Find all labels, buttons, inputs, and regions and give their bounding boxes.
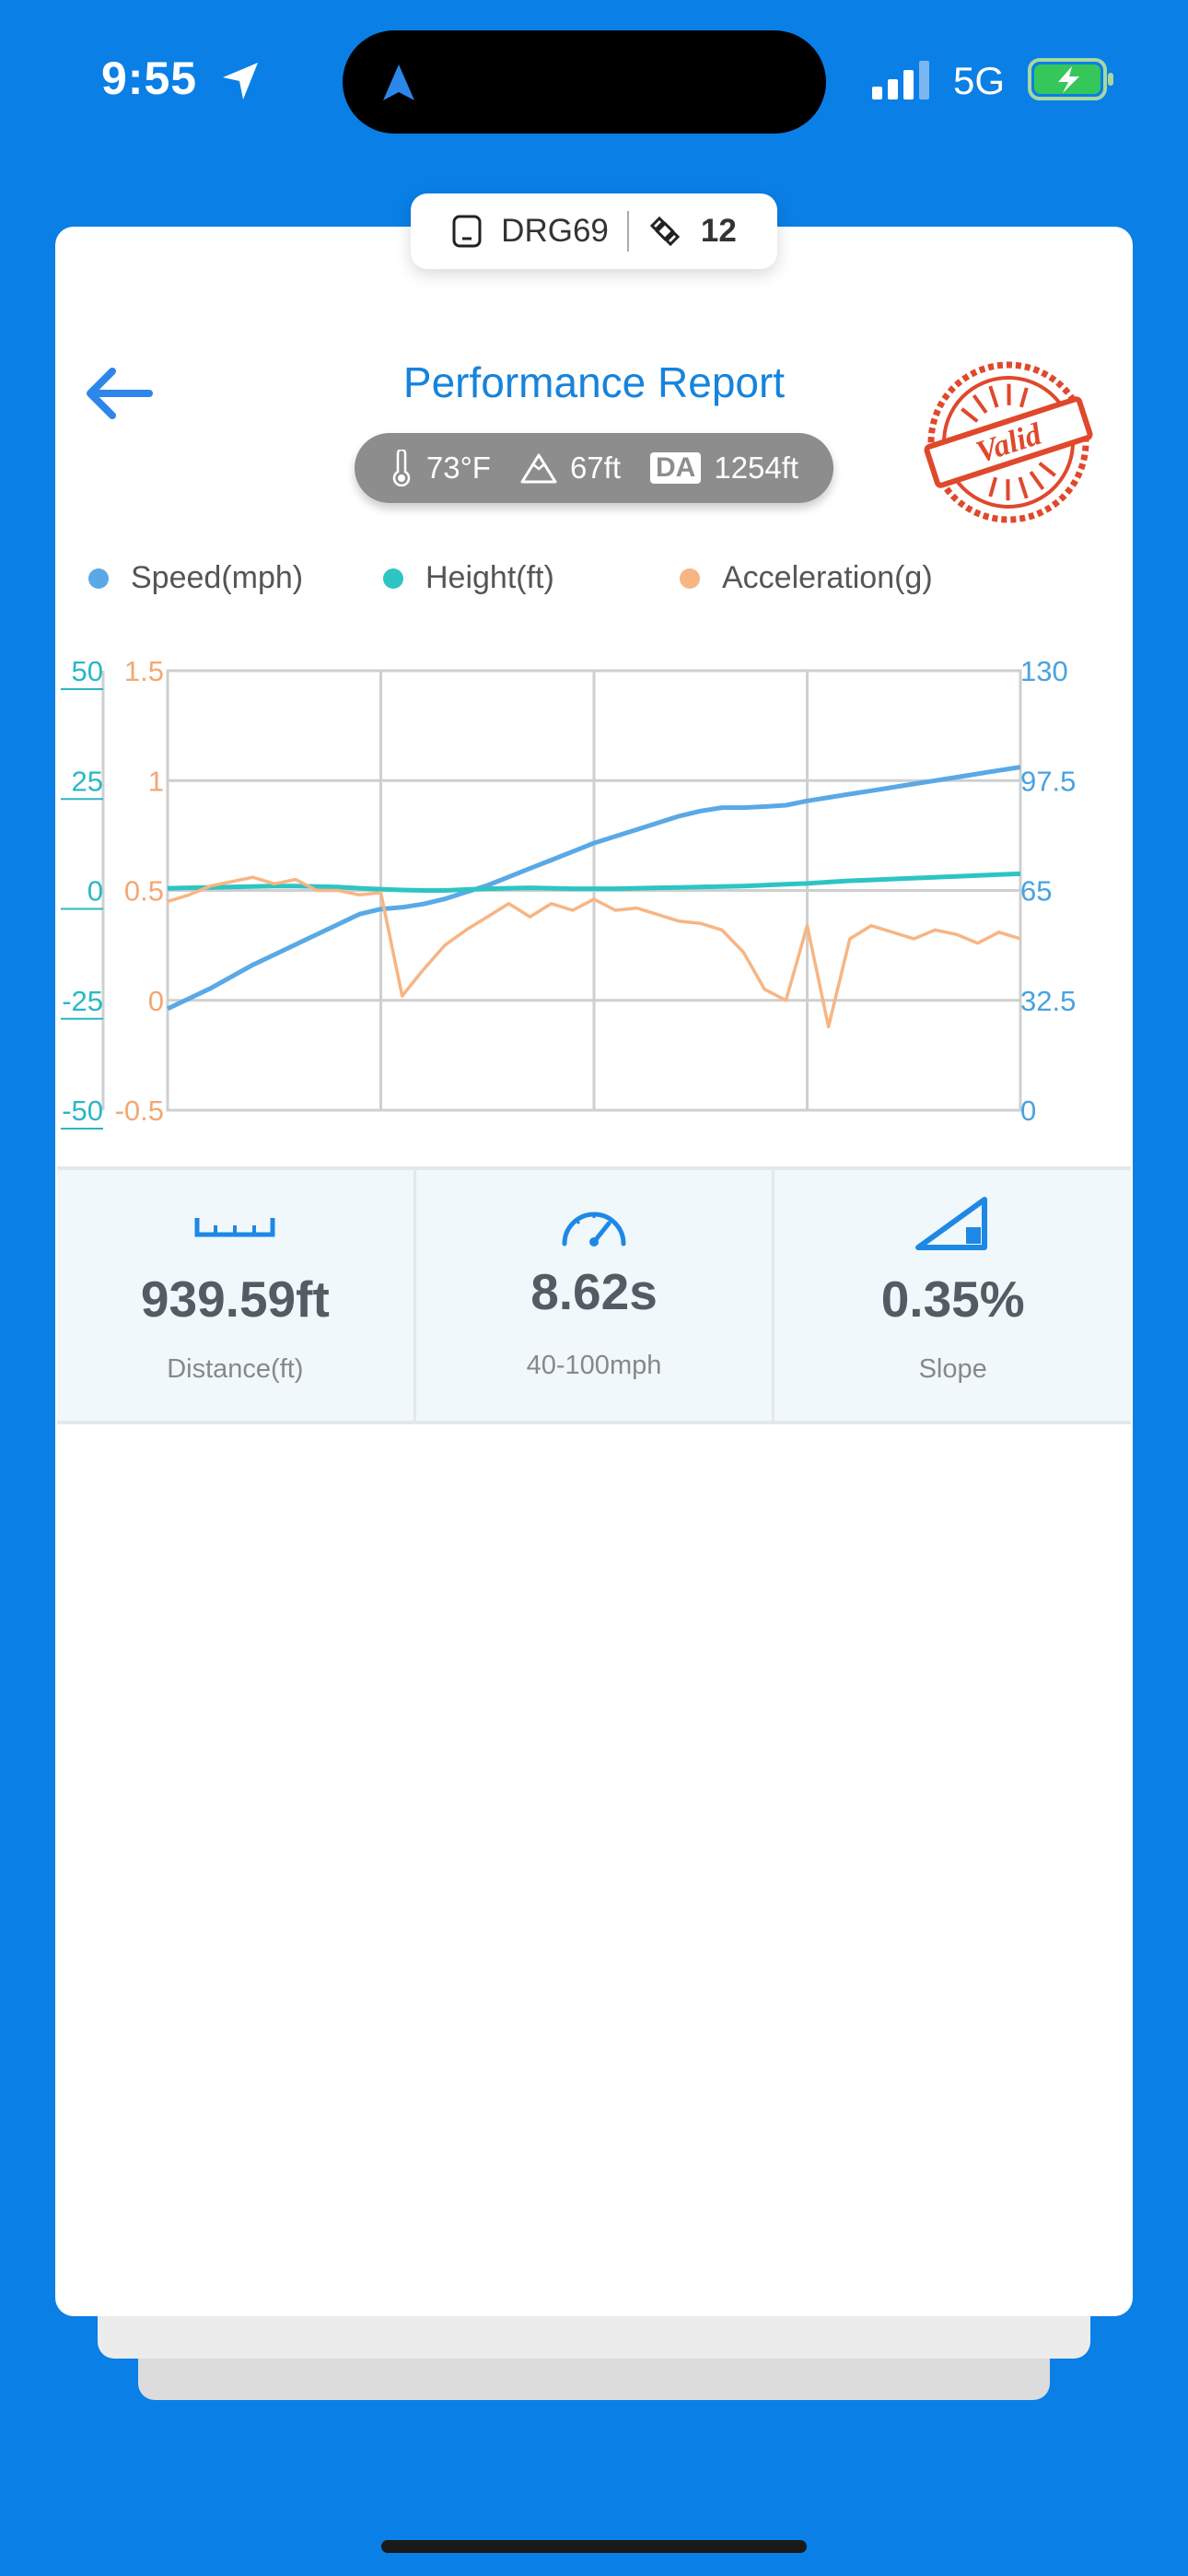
stats-panel: 939.59ft Distance(ft) 8.62s 40-100mph 0.… xyxy=(57,1166,1131,1424)
satellite-count: 12 xyxy=(700,213,737,249)
speedometer-icon xyxy=(562,1212,626,1247)
valid-stamp-icon: Valid xyxy=(924,361,1093,523)
tick-label-height: 25 xyxy=(72,765,103,797)
slope-label: Slope xyxy=(918,1354,987,1384)
device-pill[interactable]: DRG69 12 xyxy=(411,193,777,269)
conditions-pill: 73°F 67ft DA 1254ft xyxy=(355,433,833,503)
satellite-icon xyxy=(649,216,681,247)
battery-charging-icon xyxy=(1028,58,1113,100)
legend-height[interactable]: Height(ft) xyxy=(383,560,554,596)
tick-label-height: -50 xyxy=(62,1095,103,1127)
status-time: 9:55 xyxy=(101,53,198,104)
series-line-speed xyxy=(166,765,1021,1012)
tick-label-height: 50 xyxy=(72,655,103,687)
location-arrow-icon xyxy=(223,63,258,100)
tick-label-speed: 65 xyxy=(1020,875,1052,907)
tick-label-acceleration: 1 xyxy=(148,765,164,797)
altitude: 67ft xyxy=(569,451,621,485)
distance-label: Distance(ft) xyxy=(167,1354,304,1384)
temperature: 73°F xyxy=(425,451,491,485)
legend-height-label: Height(ft) xyxy=(425,560,554,595)
tick-label-acceleration: 0 xyxy=(148,985,164,1017)
tick-label-speed: 0 xyxy=(1020,1095,1036,1127)
back-arrow-icon[interactable] xyxy=(81,364,155,423)
tick-label-speed: 97.5 xyxy=(1020,765,1076,797)
series-line-acceleration xyxy=(167,875,1021,1029)
legend-speed-label: Speed(mph) xyxy=(131,560,304,595)
device-name: DRG69 xyxy=(501,213,609,249)
dynamic-island xyxy=(343,30,826,134)
stat-time: 8.62s 40-100mph xyxy=(413,1170,773,1421)
distance-value: 939.59ft xyxy=(140,1270,330,1328)
page-title: Performance Report xyxy=(402,358,786,406)
density-altitude: 1254ft xyxy=(714,451,799,485)
pill-divider xyxy=(626,211,629,252)
legend-acceleration-dot xyxy=(680,568,700,589)
tick-label-speed: 32.5 xyxy=(1020,985,1076,1017)
tick-label-height: 0 xyxy=(87,875,103,907)
slope-icon xyxy=(914,1197,987,1250)
stat-slope: 0.35% Slope xyxy=(772,1170,1131,1421)
da-badge: DA xyxy=(650,452,702,484)
legend-acceleration[interactable]: Acceleration(g) xyxy=(680,560,933,596)
tick-label-acceleration: 0.5 xyxy=(124,875,164,907)
signal-bars-icon xyxy=(872,61,929,100)
tick-label-height: -25 xyxy=(62,985,103,1017)
legend-speed[interactable]: Speed(mph) xyxy=(88,560,303,596)
time-value: 8.62s xyxy=(530,1263,658,1320)
tick-label-speed: 130 xyxy=(1020,655,1068,687)
mountain-icon xyxy=(520,453,557,484)
network-type: 5G xyxy=(953,59,1006,102)
navigation-icon xyxy=(383,64,414,100)
performance-chart: 50 25 0 -25 -50 1.5 1 0.5 0 -0.5 130 97.5 65 32.5 0 xyxy=(61,655,1076,1130)
legend-speed-dot xyxy=(88,568,109,589)
stat-distance: 939.59ft Distance(ft) xyxy=(57,1170,413,1421)
tick-label-acceleration: -0.5 xyxy=(115,1095,164,1127)
legend-height-dot xyxy=(383,568,403,589)
ruler-icon xyxy=(194,1218,275,1237)
device-icon xyxy=(452,215,482,248)
legend-acceleration-label: Acceleration(g) xyxy=(722,560,933,595)
time-label: 40-100mph xyxy=(526,1351,662,1380)
home-indicator[interactable] xyxy=(381,2540,807,2553)
tick-label-acceleration: 1.5 xyxy=(124,655,164,687)
slope-value: 0.35% xyxy=(880,1270,1025,1328)
thermometer-icon xyxy=(392,450,411,486)
